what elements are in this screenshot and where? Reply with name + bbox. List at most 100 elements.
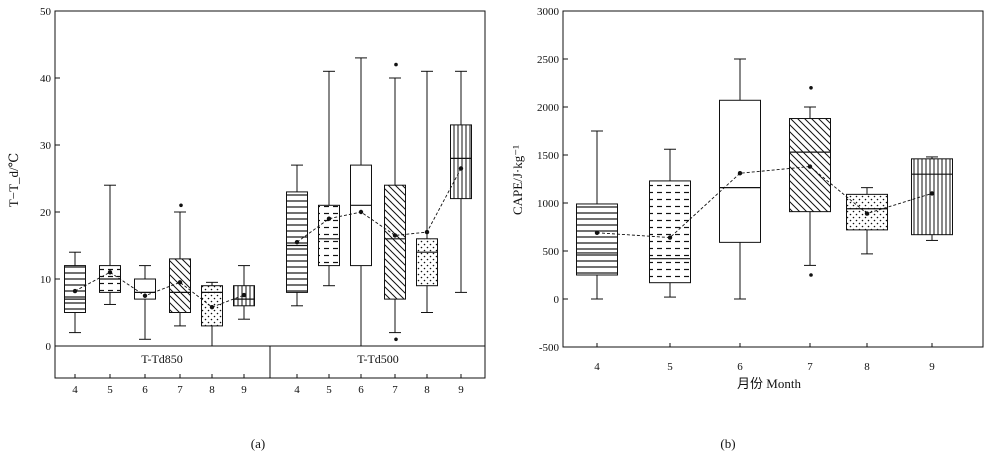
- x-tick-label: 7: [807, 361, 813, 373]
- box-iqr: [318, 204, 340, 267]
- x-tick-label: 6: [142, 384, 148, 396]
- mean-marker: [72, 288, 78, 294]
- x-tick-label: 9: [241, 384, 247, 396]
- group-label-500: T-Td500: [357, 352, 399, 366]
- group-label-850: T-Td850: [141, 352, 183, 366]
- mean-marker: [358, 209, 364, 215]
- panel-b-mean-lines: [594, 164, 935, 240]
- outlier-point: [394, 337, 398, 342]
- y-tick-label: 20: [40, 207, 52, 219]
- box-iqr: [169, 258, 191, 313]
- panel-b-boxes: [576, 58, 953, 300]
- y-tick-label: 40: [40, 73, 52, 85]
- box-iqr: [649, 180, 691, 284]
- panel-a-y-axis-label: T−T_d/℃: [6, 153, 21, 207]
- box-iqr: [576, 203, 618, 276]
- mean-marker: [392, 233, 398, 238]
- panel-a-boxes: [64, 57, 472, 347]
- y-tick-label: -500: [539, 342, 560, 354]
- panel-a-y-axis: 0 10 20 30 40 50: [40, 6, 60, 353]
- x-tick-label: 4: [594, 361, 600, 373]
- y-tick-label: 1500: [537, 150, 560, 162]
- y-tick-label: 2000: [537, 102, 560, 114]
- panel-a-frame: [54, 10, 486, 379]
- panel-a-box-plot: 0 10 20 30 40 50 4 5 6 7 8 9 4 5 6 7 8 9 T-Td850 T-Td500…: [6, 6, 486, 451]
- box-6: [134, 265, 156, 340]
- mean-marker: [107, 270, 113, 275]
- box-7: [169, 203, 191, 327]
- outlier-point: [179, 203, 183, 208]
- x-tick-label: 8: [424, 384, 430, 396]
- panel-b-x-axis: 4 5 6 7 8 9: [594, 343, 935, 373]
- panel-a-x-axis: 4 5 6 7 8 9 4 5 6 7 8 9: [72, 374, 464, 396]
- outlier-point: [809, 273, 813, 277]
- panel-a-label: (a): [251, 436, 265, 451]
- box-7: [789, 86, 831, 277]
- x-tick-label: 4: [294, 384, 300, 396]
- y-tick-label: 2500: [537, 54, 560, 66]
- box-9: [233, 265, 255, 320]
- x-tick-label: 7: [177, 384, 183, 396]
- box-4: [576, 130, 618, 300]
- box-iqr: [911, 158, 953, 236]
- box-iqr: [416, 238, 438, 287]
- x-tick-label: 9: [929, 361, 935, 373]
- box-8: [416, 70, 438, 313]
- x-tick-label: 7: [392, 384, 398, 396]
- mean-marker: [929, 191, 935, 196]
- mean-marker: [177, 280, 183, 285]
- y-tick-label: 10: [40, 274, 52, 286]
- mean-marker: [326, 216, 332, 221]
- mean-marker: [864, 211, 870, 216]
- mean-line: [296, 168, 462, 243]
- y-tick-label: 30: [40, 140, 52, 152]
- outlier-point: [809, 86, 813, 90]
- x-tick-label: 8: [864, 361, 870, 373]
- x-tick-label: 6: [358, 384, 364, 396]
- mean-marker: [458, 166, 464, 171]
- panel-b-x-axis-label: 月份 Month: [737, 376, 801, 391]
- box-iqr: [350, 164, 372, 267]
- mean-marker: [594, 230, 600, 235]
- box-5: [318, 70, 340, 287]
- outlier-point: [394, 62, 398, 67]
- box-9: [911, 156, 953, 241]
- box-iqr: [450, 124, 472, 200]
- y-tick-label: 0: [46, 341, 52, 353]
- panel-b-y-axis: -500 0 500 1000 1500 2000 2500 3000: [537, 6, 568, 354]
- mean-marker: [241, 292, 247, 298]
- y-tick-label: 500: [543, 246, 560, 258]
- x-tick-label: 9: [458, 384, 464, 396]
- y-tick-label: 0: [554, 294, 560, 306]
- x-tick-label: 4: [72, 384, 78, 396]
- box-iqr: [384, 184, 406, 300]
- box-8: [846, 187, 888, 255]
- box-5: [99, 184, 121, 305]
- x-tick-label: 5: [326, 384, 332, 396]
- mean-marker: [209, 304, 215, 310]
- y-tick-label: 3000: [537, 6, 560, 18]
- mean-marker: [142, 293, 148, 298]
- panel-b-y-axis-label: CAPE/J·kg⁻¹: [510, 145, 525, 215]
- mean-marker: [294, 239, 300, 245]
- box-7: [384, 62, 406, 342]
- y-tick-label: 1000: [537, 198, 560, 210]
- box-5: [649, 148, 691, 298]
- box-6: [719, 58, 761, 300]
- x-tick-label: 5: [667, 361, 673, 373]
- mean-marker: [667, 235, 673, 240]
- panel-a-mean-lines: [72, 166, 464, 310]
- x-tick-label: 8: [209, 384, 215, 396]
- panel-b-label: (b): [720, 436, 735, 451]
- box-6: [350, 57, 372, 347]
- mean-marker: [807, 164, 813, 169]
- mean-line: [74, 271, 245, 308]
- mean-marker: [737, 171, 743, 176]
- x-tick-label: 6: [737, 361, 743, 373]
- x-tick-label: 5: [107, 384, 113, 396]
- box-4: [286, 164, 308, 307]
- panel-b-frame: [562, 10, 984, 348]
- box-9: [450, 70, 472, 293]
- box-8: [201, 281, 223, 347]
